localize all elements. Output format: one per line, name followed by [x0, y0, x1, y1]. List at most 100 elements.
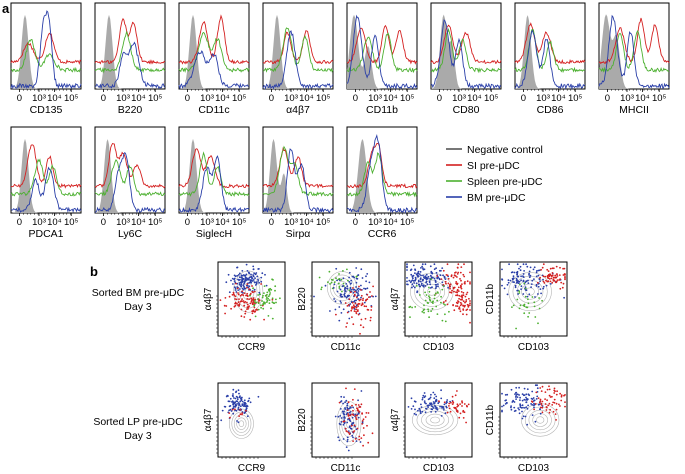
blue-dot [517, 407, 520, 409]
blue-dot [244, 404, 246, 406]
negative-control-fill [263, 138, 333, 213]
blue-dot [501, 278, 504, 281]
red-dot [235, 298, 238, 301]
red-dot [535, 391, 538, 394]
blue-dot [345, 283, 348, 285]
red-dot [545, 409, 548, 411]
blue-dot [510, 388, 513, 391]
blue-dot [334, 415, 337, 418]
tick-label: 10³ [116, 93, 130, 104]
tick-label: 10³ [32, 217, 46, 228]
red-dot [360, 403, 363, 406]
red-dot [462, 304, 465, 307]
green-dot [518, 290, 521, 293]
red-dot [464, 304, 466, 307]
blue-dot [523, 387, 526, 390]
green-dot [424, 299, 427, 302]
tick-label: 10⁴ [383, 93, 398, 104]
green-dot [347, 279, 349, 282]
blue-dot [424, 395, 427, 397]
blue-histogram-line [262, 148, 334, 214]
red-dot [251, 290, 254, 293]
blue-dot [434, 405, 437, 408]
green-dot [415, 285, 418, 287]
red-dot [457, 290, 460, 292]
red-dot [240, 308, 243, 311]
green-dot [271, 278, 273, 281]
blue-dot [339, 279, 341, 282]
red-dot [361, 423, 364, 425]
red-dot [352, 440, 354, 442]
blue-dot [501, 392, 503, 395]
blue-dot [410, 397, 413, 400]
green-dot [338, 273, 340, 275]
green-dot [320, 286, 323, 289]
red-dot [365, 412, 368, 414]
red-dot [253, 311, 256, 313]
blue-dot [343, 295, 346, 297]
tick-label: 10³ [452, 93, 466, 104]
red-dot [449, 291, 451, 294]
histogram-marker-label: CCR6 [368, 228, 397, 240]
blue-dot [435, 395, 438, 398]
negative-control-fill [11, 14, 81, 89]
blue-dot [417, 280, 420, 283]
green-dot [528, 312, 531, 314]
blue-dot [239, 405, 242, 408]
green-histogram-line [514, 28, 586, 74]
blue-dot [436, 408, 439, 411]
green-dot [348, 289, 351, 292]
red-dot [544, 398, 546, 400]
red-dot [544, 391, 547, 393]
green-dot [523, 312, 526, 315]
red-dot [559, 278, 561, 281]
red-dot [551, 272, 554, 274]
green-dot [436, 291, 439, 294]
red-dot [556, 275, 559, 277]
red-dot [233, 305, 236, 308]
red-dot [338, 401, 341, 404]
red-dot [356, 409, 359, 412]
blue-dot [233, 280, 236, 282]
red-histogram-line [94, 17, 166, 65]
blue-dot [261, 272, 264, 275]
red-dot [453, 290, 455, 293]
tick-label: 0 [269, 217, 274, 228]
blue-dot [254, 281, 256, 284]
green-dot [524, 287, 527, 290]
blue-dot [542, 285, 545, 288]
red-dot [548, 273, 551, 276]
blue-dot [242, 278, 245, 280]
blue-dot [542, 287, 545, 290]
red-dot [248, 298, 251, 300]
blue-dot [526, 388, 529, 391]
blue-dot [231, 401, 233, 403]
histogram-7: 0 10³ 10⁴ 10⁵ CD86 [514, 2, 586, 116]
negative-control-fill [515, 15, 585, 90]
red-dot [354, 290, 356, 293]
blue-dot [514, 286, 517, 289]
red-dot [448, 405, 450, 407]
blue-dot [518, 280, 521, 283]
blue-dot [313, 295, 315, 298]
blue-dot [229, 405, 232, 407]
red-dot [453, 309, 456, 312]
blue-dot [419, 280, 422, 283]
blue-dot [247, 400, 250, 403]
blue-dot [440, 389, 442, 392]
blue-dot [254, 273, 257, 276]
blue-dot [255, 272, 258, 274]
blue-dot [422, 394, 425, 397]
blue-dot [429, 274, 432, 277]
green-dot [538, 307, 541, 310]
blue-dot [446, 399, 449, 401]
blue-dot [545, 284, 548, 287]
red-dot [555, 419, 557, 421]
tick-label: 10³ [284, 93, 298, 104]
histogram-marker-label: CD11b [366, 104, 398, 116]
red-dot [461, 283, 463, 285]
red-dot [556, 279, 559, 281]
blue-dot [227, 273, 230, 276]
red-dot [456, 305, 459, 307]
red-dot [560, 281, 563, 284]
